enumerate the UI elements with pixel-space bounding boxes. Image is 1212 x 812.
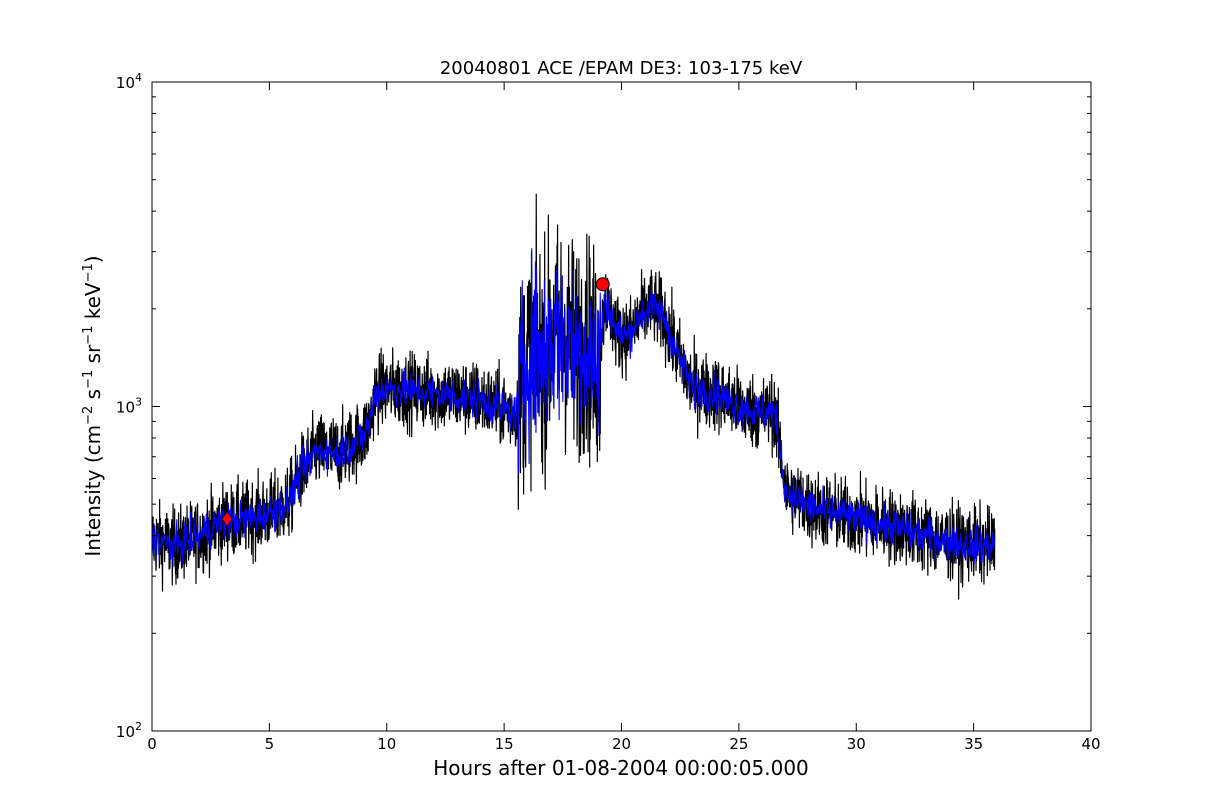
x-tick-label: 40 <box>1081 735 1100 753</box>
y-tick-label: 104 <box>116 71 142 92</box>
series-line-smoothed <box>151 248 996 568</box>
data-layer <box>151 193 996 600</box>
x-axis-label: Hours after 01-08-2004 00:00:05.000 <box>433 756 809 780</box>
x-tick-label: 35 <box>964 735 983 753</box>
x-tick-label: 25 <box>729 735 748 753</box>
onset-marker <box>221 511 233 527</box>
x-tick-label: 5 <box>265 735 275 753</box>
x-tick-label: 0 <box>147 735 157 753</box>
tick-layer: 0 5 10 15 20 25 30 35 40 102 103 104 <box>116 71 1101 753</box>
x-tick-label: 15 <box>495 735 514 753</box>
x-tick-label: 10 <box>377 735 396 753</box>
chart-title: 20040801 ACE /EPAM DE3: 103-175 keV <box>440 58 803 79</box>
x-tick-label: 30 <box>847 735 866 753</box>
peak-marker <box>595 277 610 292</box>
x-tick-label: 20 <box>612 735 631 753</box>
y-tick-label: 102 <box>116 720 142 741</box>
y-axis-label: Intensity (cm−2 s−1 sr−1 keV−1) <box>81 255 105 556</box>
y-tick-label: 103 <box>116 396 142 417</box>
plot-frame <box>151 81 1092 732</box>
